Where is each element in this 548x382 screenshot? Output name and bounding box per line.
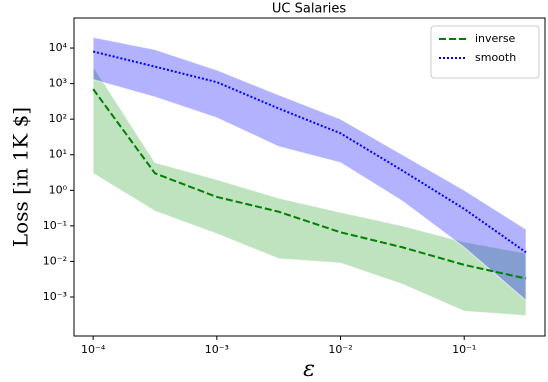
y-tick-label: 10¹ [49, 148, 67, 161]
chart-title: UC Salaries [272, 2, 346, 17]
x-tick-label: 10⁻⁴ [81, 343, 106, 356]
y-tick-label: 10⁴ [49, 41, 68, 54]
x-tick-label: 10⁻¹ [452, 343, 476, 356]
y-tick-label: 10⁻³ [43, 290, 67, 303]
y-tick-label: 10² [49, 112, 67, 125]
legend-box [430, 25, 540, 79]
line [92, 88, 527, 280]
y-tick-label: 10³ [49, 77, 67, 90]
x-axis-label: ε [303, 357, 315, 382]
y-tick-label: 10⁰ [49, 183, 68, 196]
legend-label: smooth [475, 51, 516, 64]
plot-frame [73, 17, 546, 337]
y-tick-label: 10⁻² [43, 254, 67, 267]
x-tick-label: 10⁻² [328, 343, 352, 356]
y-tick-label: 10⁻¹ [43, 219, 67, 232]
band [92, 36, 527, 302]
legend-label: inverse [475, 32, 516, 45]
band [92, 64, 527, 317]
x-tick-label: 10⁻³ [205, 343, 229, 356]
y-axis-label: Loss [in 1K $] [9, 107, 33, 247]
